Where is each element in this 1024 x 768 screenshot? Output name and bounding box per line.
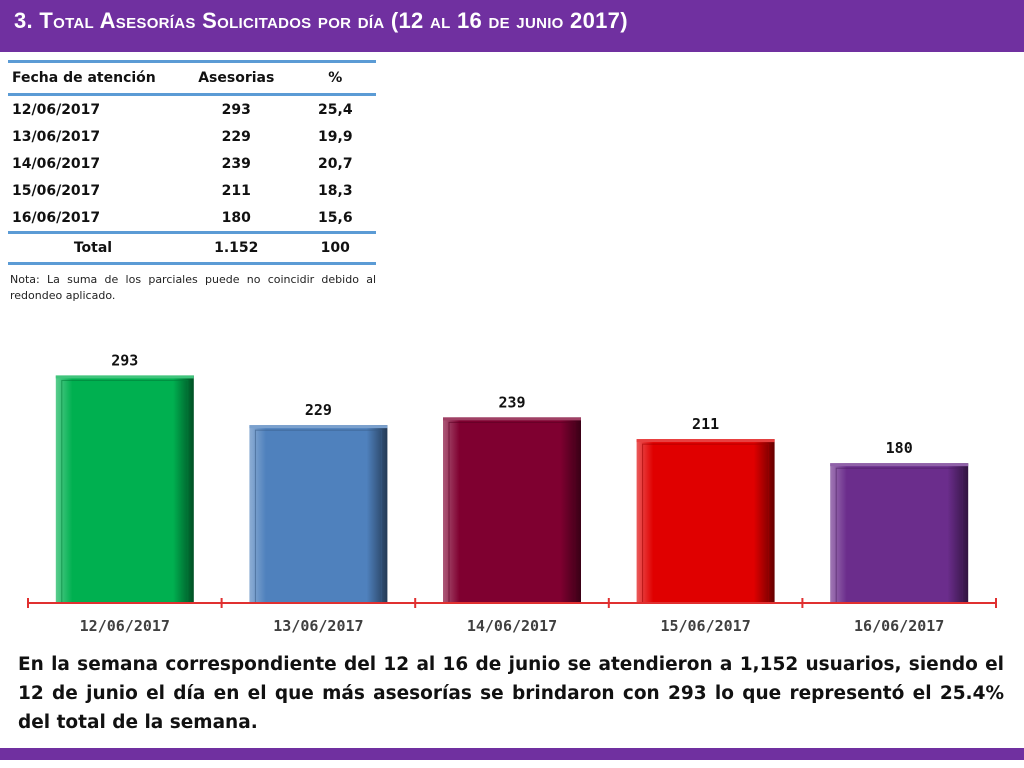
bar-16/06/2017 xyxy=(830,463,969,603)
table-cell-count: 293 xyxy=(221,101,251,118)
x-tick-label: 16/06/2017 xyxy=(854,617,944,635)
bar-15/06/2017 xyxy=(636,439,775,603)
table-row: 12/06/2017 293 25,4 xyxy=(8,95,376,124)
table-row: 13/06/2017 229 19,9 xyxy=(8,123,376,150)
table-cell-count: 180 xyxy=(221,209,251,226)
table-cell-date: 16/06/2017 xyxy=(12,209,101,226)
table-header-percent: % xyxy=(294,60,376,96)
bar-top-edge xyxy=(830,463,969,467)
data-table-container: Fecha de atención Asesorias % 12/06/2017… xyxy=(8,60,378,265)
chart-labels: 293 12/06/2017 229 13/06/2017 239 14/06/2017 2… xyxy=(80,351,945,635)
table-cell-percent: 15,6 xyxy=(318,209,353,226)
bar-14/06/2017 xyxy=(443,417,581,603)
bar-top-edge xyxy=(249,425,388,429)
x-tick-label: 13/06/2017 xyxy=(273,617,363,635)
table-cell-date: 15/06/2017 xyxy=(12,182,101,199)
table-header-count: Asesorias xyxy=(177,60,295,96)
bar-top-edge xyxy=(443,417,581,421)
table-row: 15/06/2017 211 18,3 xyxy=(8,177,376,204)
title-bar: 3. Total Asesorías Solicitados por día (… xyxy=(0,0,1024,52)
bar-12/06/2017 xyxy=(55,375,194,603)
summary-text: En la semana correspondiente del 12 al 1… xyxy=(18,654,1004,733)
table-header-row: Fecha de atención Asesorias % xyxy=(8,60,376,96)
bar-top-edge xyxy=(636,439,775,443)
x-axis xyxy=(27,598,997,608)
table-note: Nota: La suma de los parciales puede no … xyxy=(10,273,376,302)
table-row: 16/06/2017 180 15,6 xyxy=(8,204,376,233)
data-table: Fecha de atención Asesorias % 12/06/2017… xyxy=(8,60,376,265)
data-label: 239 xyxy=(498,393,525,411)
table-cell-count: 239 xyxy=(221,155,251,172)
table-total-row: Total 1.152 100 xyxy=(8,231,376,265)
footer-strip xyxy=(0,760,1024,768)
page-title: 3. Total Asesorías Solicitados por día (… xyxy=(14,8,628,33)
table-cell-percent: 25,4 xyxy=(318,101,353,118)
table-cell-percent: 19,9 xyxy=(318,128,353,145)
table-cell-count: 211 xyxy=(221,182,251,199)
data-label: 293 xyxy=(111,351,138,369)
data-label: 180 xyxy=(886,439,913,457)
table-row: 14/06/2017 239 20,7 xyxy=(8,150,376,177)
table-total-label: Total xyxy=(8,231,178,265)
table-cell-count: 229 xyxy=(221,128,251,145)
bar-chart: 293 12/06/2017 229 13/06/2017 239 14/06/2017 2… xyxy=(27,351,997,635)
data-label: 229 xyxy=(305,401,332,419)
table-cell-date: 14/06/2017 xyxy=(12,155,101,172)
table-cell-percent: 20,7 xyxy=(318,155,353,172)
data-label: 211 xyxy=(692,415,719,433)
table-cell-percent: 18,3 xyxy=(318,182,353,199)
table-cell-date: 13/06/2017 xyxy=(12,128,101,145)
bar-13/06/2017 xyxy=(249,425,388,603)
table-total-percent: 100 xyxy=(294,231,376,265)
table-cell-date: 12/06/2017 xyxy=(12,101,101,118)
table-total-count: 1.152 xyxy=(177,231,295,265)
bar-top-edge xyxy=(55,375,194,379)
x-tick-label: 15/06/2017 xyxy=(660,617,750,635)
x-tick-label: 12/06/2017 xyxy=(80,617,170,635)
x-tick-label: 14/06/2017 xyxy=(467,617,557,635)
table-header-date: Fecha de atención xyxy=(8,60,178,96)
